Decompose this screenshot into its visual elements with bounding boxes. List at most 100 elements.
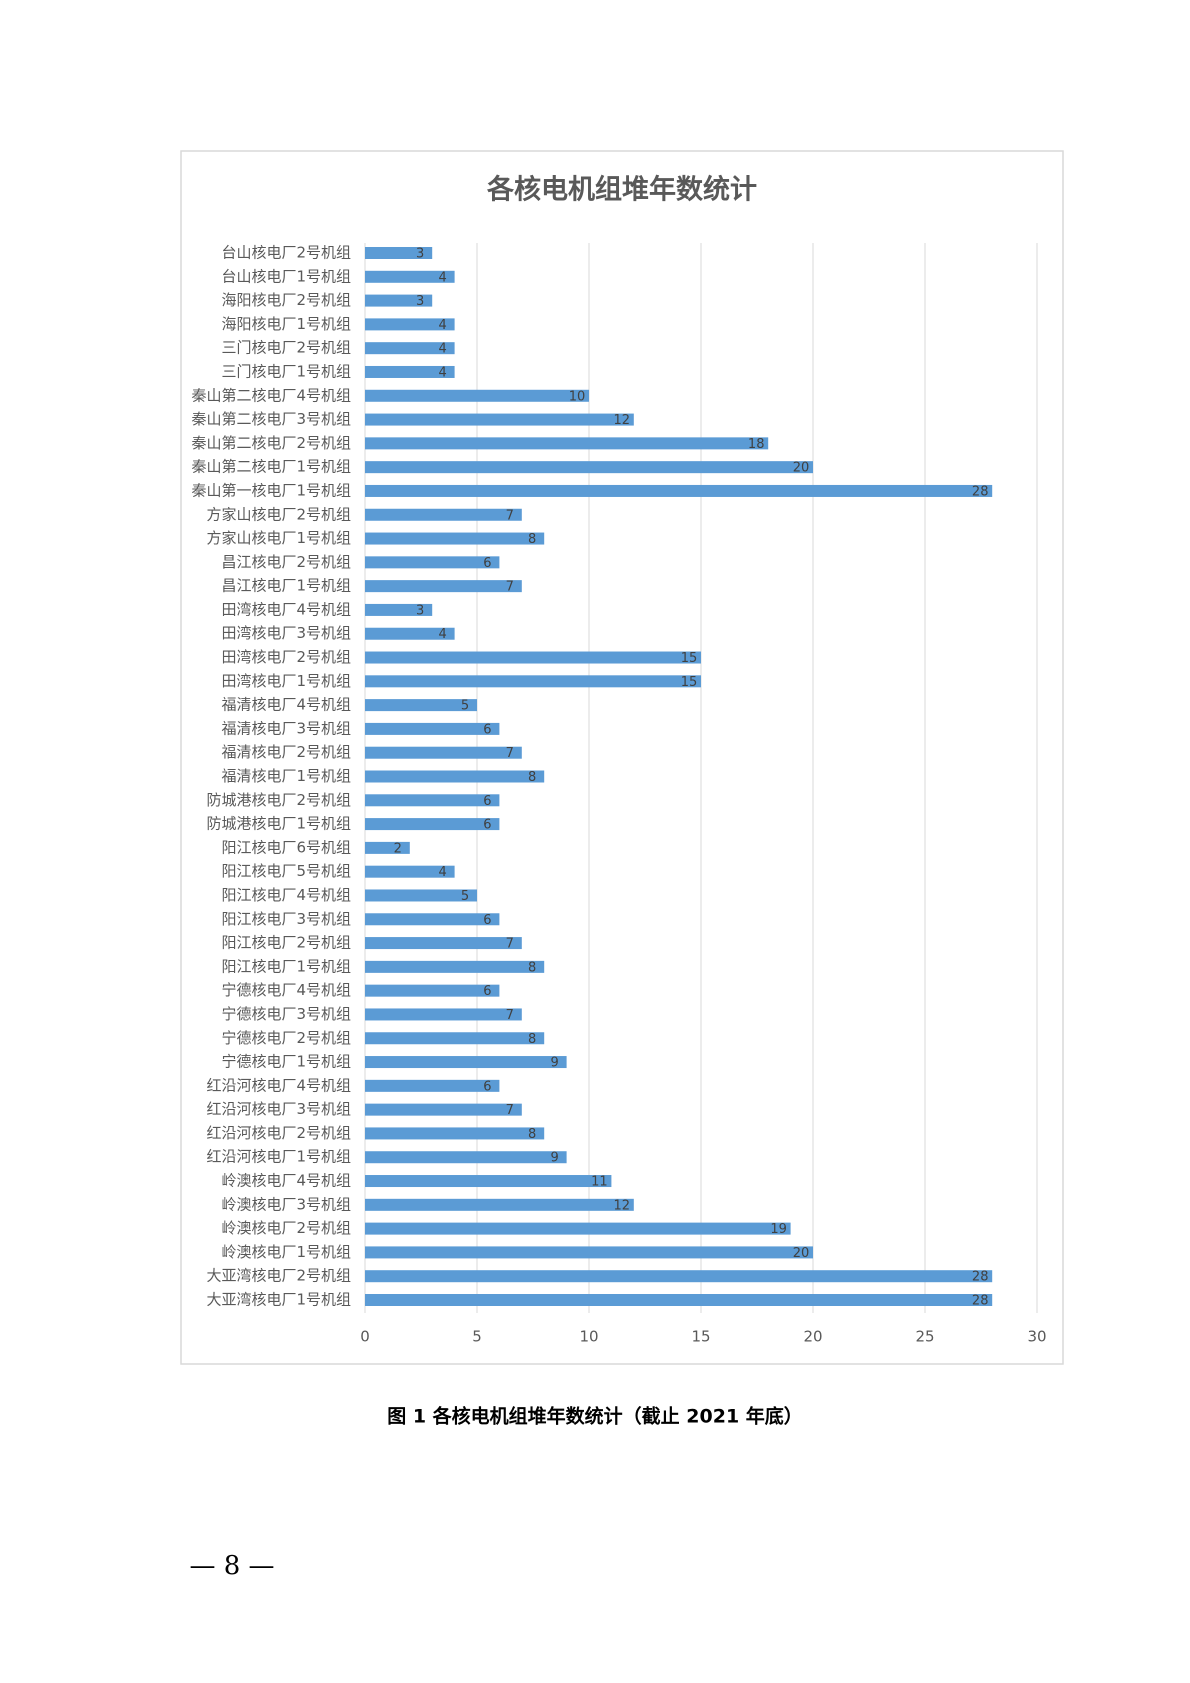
bar bbox=[365, 1103, 522, 1116]
bar bbox=[365, 937, 522, 950]
x-tick-label: 5 bbox=[472, 1328, 482, 1346]
y-tick-label: 田湾核电厂4号机组 bbox=[221, 600, 351, 618]
bar bbox=[365, 270, 455, 283]
y-tick-label: 秦山第二核电厂2号机组 bbox=[191, 434, 351, 452]
data-label: 8 bbox=[528, 532, 536, 547]
data-label: 28 bbox=[972, 1294, 989, 1309]
y-tick-label: 岭澳核电厂2号机组 bbox=[221, 1219, 351, 1237]
bar bbox=[365, 294, 433, 307]
bar bbox=[365, 413, 634, 426]
bar bbox=[365, 437, 769, 450]
y-tick-label: 秦山第一核电厂1号机组 bbox=[191, 481, 351, 499]
y-tick-label: 昌江核电厂1号机组 bbox=[221, 577, 351, 595]
bar bbox=[365, 342, 455, 355]
y-tick-label: 防城港核电厂2号机组 bbox=[206, 791, 351, 809]
data-label: 28 bbox=[972, 1270, 989, 1285]
data-label: 18 bbox=[748, 437, 765, 452]
y-tick-label: 岭澳核电厂4号机组 bbox=[221, 1172, 351, 1190]
data-label: 4 bbox=[438, 318, 446, 333]
y-tick-label: 福清核电厂1号机组 bbox=[221, 767, 351, 785]
y-tick-label: 阳江核电厂6号机组 bbox=[221, 838, 351, 856]
bar bbox=[365, 1032, 545, 1045]
data-label: 7 bbox=[506, 580, 514, 595]
bar bbox=[365, 389, 589, 402]
data-label: 6 bbox=[483, 722, 491, 737]
data-label: 8 bbox=[528, 1127, 536, 1142]
bar bbox=[365, 1127, 545, 1140]
y-tick-label: 宁德核电厂4号机组 bbox=[221, 981, 351, 999]
y-tick-label: 阳江核电厂3号机组 bbox=[221, 910, 351, 928]
data-label: 7 bbox=[506, 746, 514, 761]
y-tick-label: 海阳核电厂1号机组 bbox=[221, 315, 351, 333]
x-tick-label: 20 bbox=[803, 1328, 822, 1346]
bar bbox=[365, 1175, 612, 1188]
chart-frame bbox=[180, 150, 1064, 1365]
data-label: 4 bbox=[438, 865, 446, 880]
y-tick-label: 昌江核电厂2号机组 bbox=[221, 553, 351, 571]
y-tick-label: 福清核电厂3号机组 bbox=[221, 719, 351, 737]
x-tick-label: 15 bbox=[691, 1328, 710, 1346]
data-label: 3 bbox=[416, 247, 424, 262]
bar bbox=[365, 960, 545, 973]
data-label: 7 bbox=[506, 1103, 514, 1118]
data-label: 12 bbox=[614, 413, 631, 428]
y-tick-label: 红沿河核电厂4号机组 bbox=[206, 1076, 351, 1094]
bar bbox=[365, 699, 477, 712]
data-label: 20 bbox=[793, 461, 810, 476]
y-tick-label: 福清核电厂2号机组 bbox=[221, 743, 351, 761]
bar bbox=[365, 1294, 993, 1306]
bar bbox=[365, 1056, 567, 1069]
y-tick-label: 宁德核电厂3号机组 bbox=[221, 1005, 351, 1023]
bar bbox=[365, 318, 455, 331]
data-label: 6 bbox=[483, 794, 491, 809]
y-tick-label: 阳江核电厂1号机组 bbox=[221, 957, 351, 975]
y-tick-label: 大亚湾核电厂1号机组 bbox=[206, 1291, 351, 1309]
bar bbox=[365, 675, 701, 688]
x-tick-label: 10 bbox=[579, 1328, 598, 1346]
y-tick-label: 福清核电厂4号机组 bbox=[221, 696, 351, 714]
data-label: 11 bbox=[591, 1175, 608, 1190]
data-label: 8 bbox=[528, 1032, 536, 1047]
bar bbox=[365, 865, 455, 878]
y-tick-label: 大亚湾核电厂2号机组 bbox=[206, 1267, 351, 1285]
data-label: 28 bbox=[972, 484, 989, 499]
y-tick-label: 秦山第二核电厂4号机组 bbox=[191, 386, 351, 404]
y-tick-label: 三门核电厂1号机组 bbox=[221, 362, 351, 380]
y-tick-label: 秦山第二核电厂1号机组 bbox=[191, 458, 351, 476]
bar bbox=[365, 984, 500, 997]
y-tick-label: 方家山核电厂1号机组 bbox=[206, 529, 351, 547]
bar bbox=[365, 1151, 567, 1164]
bar bbox=[365, 1008, 522, 1021]
bar bbox=[365, 770, 545, 783]
bar bbox=[365, 603, 433, 616]
data-label: 6 bbox=[483, 1079, 491, 1094]
data-label: 15 bbox=[681, 675, 698, 690]
data-label: 8 bbox=[528, 770, 536, 785]
data-label: 15 bbox=[681, 651, 698, 666]
data-label: 6 bbox=[483, 984, 491, 999]
bar bbox=[365, 746, 522, 759]
y-tick-label: 三门核电厂2号机组 bbox=[221, 339, 351, 357]
bar bbox=[365, 913, 500, 926]
y-tick-label: 阳江核电厂4号机组 bbox=[221, 886, 351, 904]
bar bbox=[365, 841, 410, 854]
y-tick-label: 台山核电厂2号机组 bbox=[221, 244, 351, 262]
bar bbox=[365, 484, 993, 497]
y-tick-label: 红沿河核电厂1号机组 bbox=[206, 1148, 351, 1166]
y-tick-label: 田湾核电厂2号机组 bbox=[221, 648, 351, 666]
data-label: 4 bbox=[438, 342, 446, 357]
y-tick-label: 红沿河核电厂3号机组 bbox=[206, 1100, 351, 1118]
bar bbox=[365, 1079, 500, 1092]
bar bbox=[365, 247, 433, 259]
y-tick-label: 秦山第二核电厂3号机组 bbox=[191, 410, 351, 428]
bar bbox=[365, 627, 455, 640]
bar bbox=[365, 461, 813, 474]
y-tick-label: 宁德核电厂1号机组 bbox=[221, 1053, 351, 1071]
y-tick-label: 岭澳核电厂3号机组 bbox=[221, 1195, 351, 1213]
chart-title: 各核电机组堆年数统计 bbox=[486, 174, 757, 206]
data-label: 4 bbox=[438, 270, 446, 285]
bar bbox=[365, 532, 545, 545]
data-label: 6 bbox=[483, 818, 491, 833]
y-tick-label: 台山核电厂1号机组 bbox=[221, 267, 351, 285]
